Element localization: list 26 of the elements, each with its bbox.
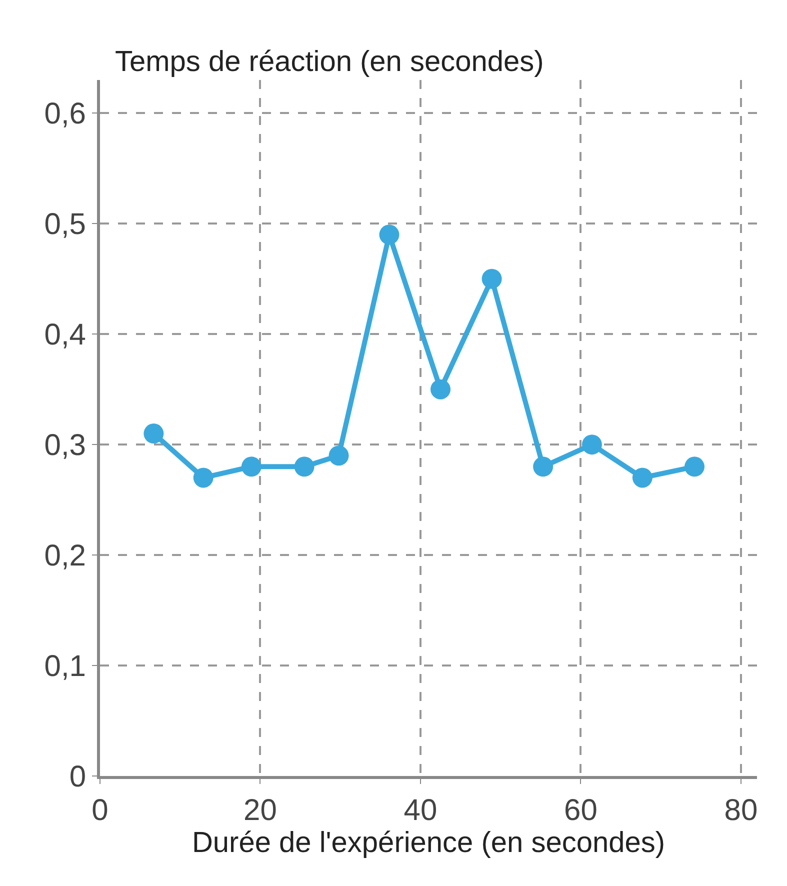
- point: [684, 456, 704, 477]
- y-tick-label: 0,1: [44, 650, 86, 684]
- point: [379, 224, 400, 245]
- point: [632, 468, 652, 488]
- x-tick-label: 20: [244, 794, 277, 827]
- point: [533, 456, 554, 477]
- point: [328, 446, 349, 466]
- point: [294, 456, 314, 477]
- y-axis-title: Temps de réaction (en secondes): [115, 46, 544, 78]
- y-tick-label: 0,4: [44, 318, 86, 352]
- y-tick-label: 0: [69, 760, 86, 794]
- point: [430, 379, 451, 400]
- point: [241, 456, 262, 477]
- y-tick-label: 0,6: [44, 98, 86, 131]
- x-tick-label: 40: [404, 794, 438, 827]
- x-tick-label: 60: [564, 794, 598, 827]
- point: [193, 468, 214, 488]
- y-tick-label: 0,2: [44, 540, 86, 573]
- point: [482, 268, 502, 289]
- x-tick-label: 0: [92, 794, 108, 827]
- y-tick-label: 0,3: [44, 429, 86, 462]
- y-tick-label: 0,5: [44, 208, 86, 242]
- x-tick-label: 80: [724, 794, 758, 827]
- point: [144, 424, 164, 444]
- x-axis-title: Durée de l'expérience (en secondes): [192, 827, 666, 859]
- point: [582, 434, 602, 455]
